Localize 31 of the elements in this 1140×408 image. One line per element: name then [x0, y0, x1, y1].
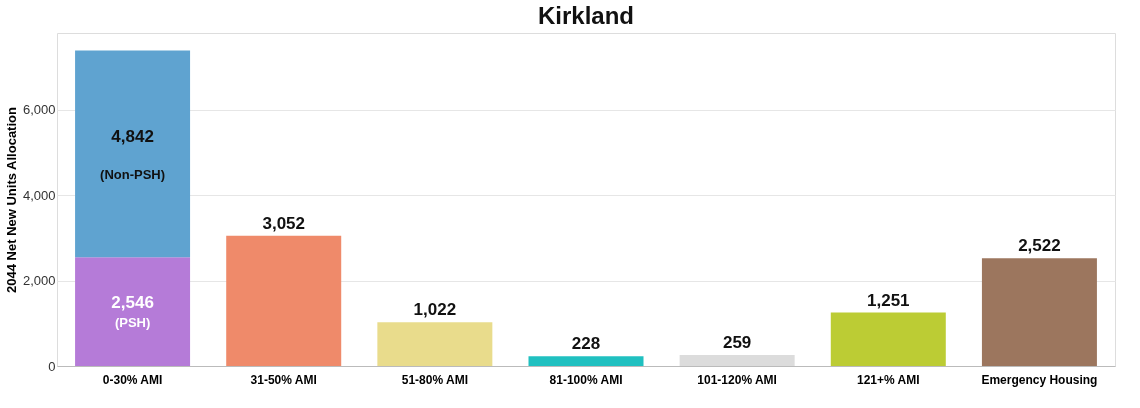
y-tick-label: 2,000: [22, 273, 56, 289]
data-label: 4,842: [111, 127, 154, 147]
data-label: 228: [571, 334, 601, 354]
y-axis-title: 2044 Net New Units Allocation: [3, 107, 19, 293]
bar: [981, 258, 1097, 366]
data-label: 259: [722, 332, 752, 352]
x-tick-label: 0-30% AMI: [102, 372, 163, 387]
x-tick-label: 31-50% AMI: [250, 372, 317, 387]
bar: [75, 50, 191, 258]
bar: [830, 312, 946, 366]
y-tick-label: 0: [48, 358, 56, 374]
data-label: 3,052: [262, 213, 305, 233]
x-tick-label: 81-100% AMI: [549, 372, 623, 387]
data-label: 1,022: [413, 300, 457, 320]
x-tick-label: 101-120% AMI: [697, 372, 777, 387]
y-tick-label: 4,000: [22, 187, 56, 203]
annotation: (PSH): [114, 314, 151, 330]
bar: [226, 235, 342, 366]
bar: [528, 356, 644, 366]
x-tick-label: 51-80% AMI: [401, 372, 468, 387]
data-label: 2,522: [1018, 236, 1061, 256]
x-tick-label: Emergency Housing: [981, 372, 1098, 387]
annotation: (Non-PSH): [100, 166, 166, 182]
data-label: 1,251: [867, 290, 910, 310]
bar: [377, 322, 493, 366]
chart-title: Kirkland: [537, 2, 635, 29]
x-tick-label: 121+% AMI: [856, 372, 920, 387]
y-tick-label: 6,000: [22, 102, 56, 118]
data-label: 2,546: [111, 292, 154, 312]
bar: [75, 257, 191, 366]
bar: [679, 354, 795, 366]
